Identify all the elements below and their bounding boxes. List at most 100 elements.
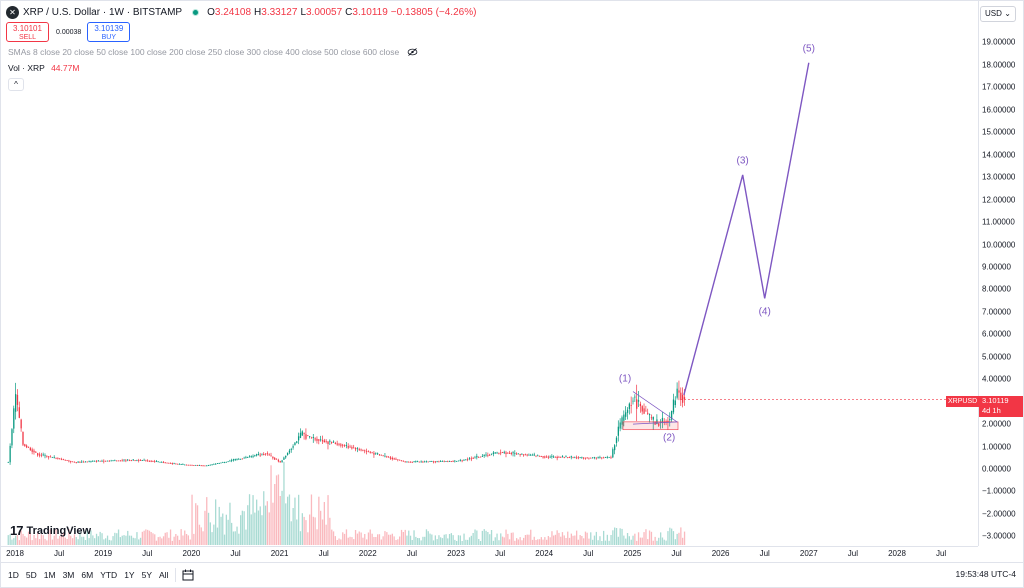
range-3m-button[interactable]: 3M: [62, 569, 75, 580]
range-1d-button[interactable]: 1D: [8, 569, 19, 580]
price-tick: 10.00000: [982, 240, 1016, 249]
volume-bar: [252, 495, 254, 545]
volume-bar: [312, 516, 314, 545]
candle-body: [641, 406, 643, 412]
candle-body: [51, 457, 54, 458]
volume-bar: [542, 539, 544, 545]
candle-body: [489, 454, 491, 456]
volume-bar: [626, 533, 629, 545]
candle-body: [416, 461, 419, 463]
volume-bar: [155, 540, 158, 545]
calendar-icon[interactable]: [182, 569, 194, 581]
currency-select[interactable]: USD ⌄: [980, 6, 1016, 22]
ohlc-open-value: 3.24108: [214, 6, 252, 18]
price-chart[interactable]: [0, 0, 978, 546]
market-status-icon[interactable]: [192, 8, 200, 16]
price-axis[interactable]: [978, 0, 1024, 546]
candle-body: [250, 456, 252, 458]
candle-body: [119, 460, 122, 462]
range-1y-button[interactable]: 1Y: [124, 569, 135, 580]
collapse-legend-button[interactable]: ^: [8, 78, 24, 91]
candle-body: [606, 456, 608, 458]
volume-bar: [593, 535, 596, 545]
volume-bar: [468, 537, 471, 545]
volume-bar: [15, 535, 17, 545]
candle-body: [575, 457, 578, 459]
volume-bar: [110, 540, 112, 545]
volume-bar: [139, 537, 142, 545]
volume-bar: [13, 538, 15, 545]
volume-bar: [232, 531, 235, 545]
volume-bar: [586, 532, 588, 545]
candle-body: [603, 457, 605, 459]
volume-bar: [498, 540, 500, 545]
candle-body: [634, 396, 636, 398]
volume-bar: [298, 494, 300, 545]
candle-body: [595, 457, 597, 459]
range-5d-button[interactable]: 5D: [25, 569, 37, 580]
volume-bar: [175, 534, 177, 545]
range-ytd-button[interactable]: YTD: [100, 569, 118, 580]
range-6m-button[interactable]: 6M: [81, 569, 94, 580]
time-axis[interactable]: 2018 Jul 2019 Jul 2020 Jul 2021 Jul 2022 Jul 2023 J…: [0, 546, 978, 560]
range-all-button[interactable]: All: [159, 569, 169, 580]
candle-body: [325, 440, 327, 442]
volume-bar: [481, 530, 483, 545]
sell-button[interactable]: 3.10101 SELL: [6, 22, 49, 42]
volume-bar: [358, 531, 360, 545]
symbol-title[interactable]: XRP / U.S. Dollar · 1W · BITSTAMP: [23, 6, 183, 18]
volume-bar: [178, 539, 181, 545]
price-tick: 7.00000: [982, 307, 1011, 317]
volume-bar: [88, 538, 90, 545]
candle-body: [288, 450, 291, 453]
candle-body: [255, 454, 258, 456]
time-tick: 2025: [623, 549, 642, 558]
volume-bar: [472, 533, 474, 545]
candle-body: [565, 456, 567, 458]
candle-body: [11, 429, 13, 446]
volume-legend[interactable]: Vol · XRP 44.77M: [8, 63, 79, 73]
triangle-pattern: [632, 391, 679, 425]
candle-body: [106, 460, 109, 462]
candle-body: [166, 462, 168, 464]
volume-bar: [59, 536, 61, 545]
candle-body: [79, 462, 81, 463]
candle-body: [625, 412, 627, 417]
volume-bar: [418, 538, 420, 545]
candle-body: [20, 419, 22, 429]
range-1m-button[interactable]: 1M: [43, 569, 56, 580]
volume-bar: [409, 535, 412, 545]
volume-bar: [209, 522, 211, 545]
candle-body: [619, 422, 621, 429]
volume-bar: [531, 539, 534, 545]
volume-bar: [152, 533, 154, 545]
volume-bar: [200, 527, 202, 545]
volume-bar: [528, 534, 530, 545]
candle-body: [321, 440, 324, 442]
candle-body: [53, 457, 55, 458]
candle-body: [521, 453, 523, 455]
candle-body: [274, 457, 276, 460]
sma-legend[interactable]: SMAs 8 close 20 close 50 close 100 close…: [8, 47, 418, 57]
candle-body: [195, 464, 197, 466]
volume-bar: [676, 533, 678, 545]
time-tick: Jul: [935, 549, 947, 558]
volume-bar: [567, 531, 569, 545]
candle-body: [155, 461, 158, 463]
eye-hidden-icon[interactable]: [407, 48, 418, 56]
range-5y-button[interactable]: 5Y: [141, 569, 152, 580]
volume-bar: [496, 533, 498, 545]
volume-bar: [27, 531, 30, 545]
volume-bar: [266, 501, 268, 545]
volume-bar: [173, 536, 175, 545]
candle-body: [184, 464, 186, 466]
buy-button[interactable]: 3.10139 BUY: [87, 22, 131, 42]
candle-body: [254, 455, 256, 457]
candle-body: [553, 456, 555, 458]
candle-body: [223, 462, 226, 464]
volume-bar: [68, 529, 70, 545]
volume-bar: [619, 528, 621, 545]
volume-bar: [218, 506, 220, 545]
clock-timezone[interactable]: 19:53:48 UTC-4: [955, 569, 1016, 579]
tradingview-logo[interactable]: 17 TradingView: [10, 523, 91, 538]
